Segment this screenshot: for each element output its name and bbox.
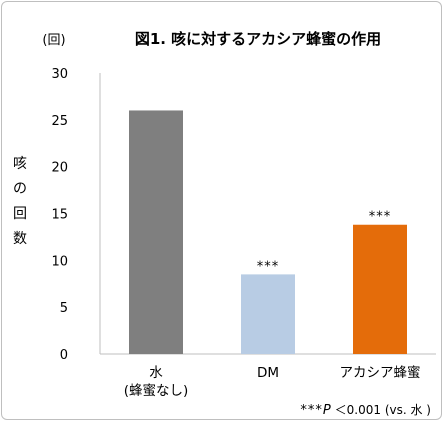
- footnote: ***P ＜0.001 (vs. 水 ): [300, 403, 431, 418]
- footnote-text: ＜0.001 (vs. 水 ): [335, 403, 431, 417]
- y-unit-label: (回): [42, 33, 65, 48]
- category-label: アカシア蜂蜜: [340, 365, 421, 381]
- significance-mark: ***: [369, 210, 392, 225]
- category-label: DM: [257, 365, 279, 381]
- y-axis-label-char: の: [13, 181, 27, 197]
- category-label: 水: [149, 365, 163, 381]
- bar-2: [353, 224, 407, 354]
- chart-title: 図1. 咳に対するアカシア蜂蜜の作用: [135, 30, 381, 48]
- y-tick-label: 10: [51, 254, 68, 269]
- y-tick-label: 20: [51, 161, 68, 176]
- y-tick-label: 0: [60, 348, 68, 363]
- significance-mark: ***: [257, 259, 280, 274]
- y-tick-label: 15: [51, 208, 68, 223]
- footnote-stars: ***: [300, 403, 323, 418]
- y-tick-label: 30: [51, 67, 68, 82]
- bar-0: [129, 110, 183, 354]
- category-label: (蜂蜜なし): [124, 383, 189, 399]
- bar-1: [241, 274, 295, 354]
- y-axis-label-char: 回: [13, 206, 27, 222]
- y-tick-label: 25: [51, 114, 68, 129]
- y-axis-label-char: 咳: [13, 156, 27, 172]
- y-tick-label: 5: [60, 301, 68, 316]
- y-axis-label-char: 数: [13, 231, 27, 247]
- footnote-p: P: [323, 403, 331, 418]
